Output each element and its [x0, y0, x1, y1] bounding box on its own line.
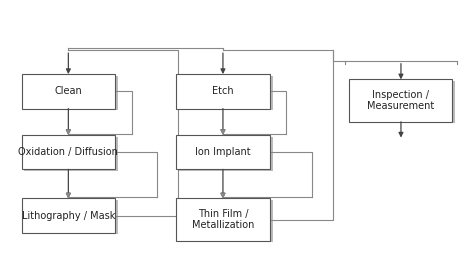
FancyBboxPatch shape [21, 135, 115, 169]
Text: Etch: Etch [212, 86, 234, 96]
FancyBboxPatch shape [176, 74, 270, 109]
Text: Ion Implant: Ion Implant [195, 147, 251, 157]
FancyBboxPatch shape [179, 137, 273, 171]
FancyBboxPatch shape [349, 79, 453, 122]
Text: Thin Film /
Metallization: Thin Film / Metallization [192, 209, 254, 230]
Text: Lithography / Mask: Lithography / Mask [22, 211, 115, 221]
FancyBboxPatch shape [176, 135, 270, 169]
Text: Inspection /
Measurement: Inspection / Measurement [367, 90, 435, 112]
FancyBboxPatch shape [24, 200, 118, 234]
Text: Clean: Clean [55, 86, 82, 96]
FancyBboxPatch shape [21, 198, 115, 233]
FancyBboxPatch shape [176, 198, 270, 241]
FancyBboxPatch shape [352, 81, 456, 123]
FancyBboxPatch shape [179, 76, 273, 110]
FancyBboxPatch shape [21, 74, 115, 109]
Text: Oxidation / Diffusion: Oxidation / Diffusion [18, 147, 118, 157]
FancyBboxPatch shape [179, 200, 273, 242]
FancyBboxPatch shape [24, 76, 118, 110]
FancyBboxPatch shape [24, 137, 118, 171]
